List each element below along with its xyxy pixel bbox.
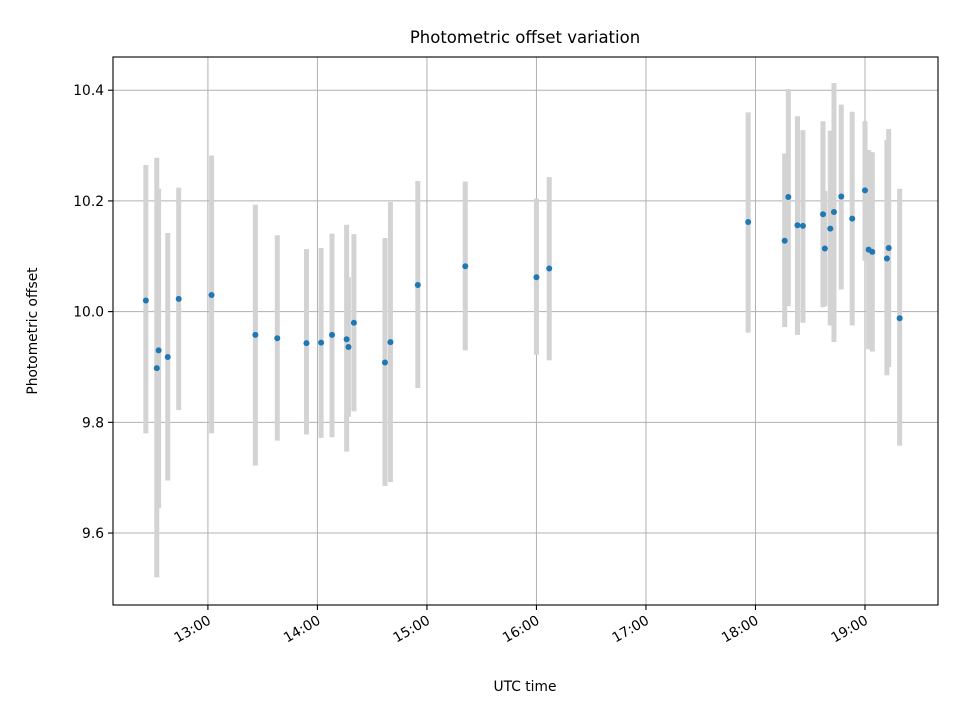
data-point [785,194,792,201]
data-points [142,187,903,372]
data-point [869,248,876,255]
data-point [381,359,388,366]
x-tick-label: 13:00 [171,613,213,647]
y-tick-label: 10.0 [73,305,104,321]
x-tick-label: 17:00 [610,613,652,647]
data-point [329,331,336,338]
data-point [827,225,834,232]
x-tick-label: 14:00 [281,613,323,647]
y-tick-label: 9.8 [82,415,104,431]
data-point [821,245,828,252]
data-point [252,331,259,338]
data-point [274,335,281,342]
data-point [345,344,352,351]
data-point [343,336,350,343]
data-point [896,315,903,322]
data-point [155,347,162,354]
data-point [462,263,469,270]
data-point [303,340,310,347]
chart-title: Photometric offset variation [410,28,640,47]
data-point [175,295,182,302]
data-point [387,339,394,346]
data-point [794,222,801,229]
data-point [153,365,160,372]
data-point [208,292,215,299]
y-tick-label: 10.4 [73,83,104,99]
data-point [546,265,553,272]
plot-frame [112,56,939,606]
x-tick-label: 19:00 [829,613,871,647]
data-point [861,187,868,194]
data-point [838,193,845,200]
data-point [164,354,171,361]
data-point [849,215,856,222]
data-point [142,297,149,304]
data-point [318,339,325,346]
data-point [799,222,806,229]
data-point [830,208,837,215]
error-bars [143,83,903,578]
y-axis-ticks: 9.6 9.8 10.0 10.2 10.4 [73,83,113,542]
x-axis-ticks: 13:00 14:00 15:00 16:00 17:00 18:00 19:00 [171,605,871,646]
data-point [820,211,827,218]
x-axis-label: UTC time [494,679,557,695]
data-point [414,282,421,289]
data-point [350,319,357,326]
data-point [883,255,890,262]
data-point [745,218,752,225]
y-tick-label: 10.2 [73,194,104,210]
data-point [781,237,788,244]
data-point [885,244,892,251]
x-tick-label: 16:00 [500,613,542,647]
y-axis-label: Photometric offset [25,267,41,395]
x-tick-label: 18:00 [719,613,761,647]
grid-lines [113,57,938,605]
x-tick-label: 15:00 [391,613,433,647]
y-tick-label: 9.6 [82,526,104,542]
data-point [533,274,540,281]
